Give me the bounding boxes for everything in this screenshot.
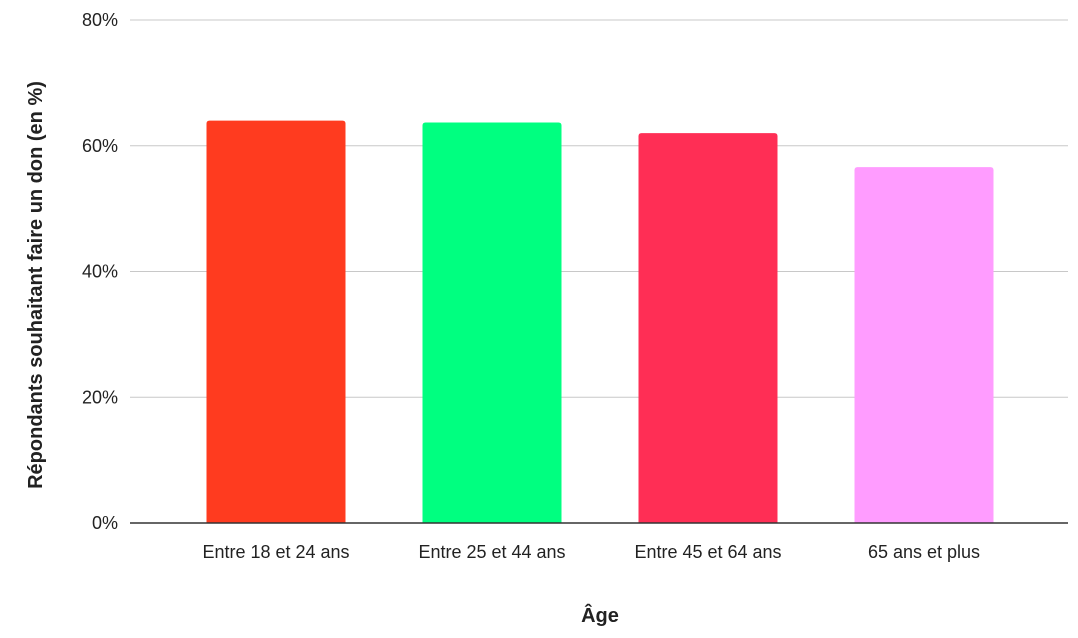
y-axis-title: Répondants souhaitant faire un don (en %… <box>25 81 47 489</box>
bar <box>422 122 562 523</box>
x-category-label: 65 ans et plus <box>868 542 980 562</box>
y-tick-label: 40% <box>82 262 118 282</box>
y-tick-label: 20% <box>82 387 118 407</box>
x-category-label: Entre 45 et 64 ans <box>634 542 781 562</box>
x-category-label: Entre 18 et 24 ans <box>202 542 349 562</box>
bar <box>638 133 778 524</box>
x-category-label: Entre 25 et 44 ans <box>418 542 565 562</box>
y-tick-label: 60% <box>82 136 118 156</box>
bar <box>854 167 994 523</box>
bars <box>130 120 1068 524</box>
y-tick-label: 0% <box>92 513 118 533</box>
x-axis-title: Âge <box>581 603 619 627</box>
y-tick-label: 80% <box>82 10 118 30</box>
x-axis-categories: Entre 18 et 24 ans Entre 25 et 44 ans Entr… <box>202 542 980 562</box>
y-axis-ticks: 0% 20% 40% 60% 80% <box>82 10 118 533</box>
bar <box>206 120 346 523</box>
